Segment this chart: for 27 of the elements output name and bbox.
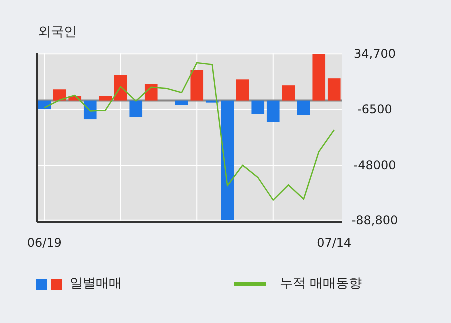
bar bbox=[130, 100, 143, 118]
bar bbox=[328, 78, 341, 101]
bar bbox=[144, 84, 158, 101]
bar bbox=[84, 100, 97, 120]
bar bbox=[53, 90, 66, 101]
y-tick-label: -6500 bbox=[358, 102, 392, 117]
bar bbox=[175, 100, 188, 106]
chart-title: 외국인 bbox=[38, 25, 77, 40]
bar bbox=[221, 100, 234, 220]
y-tick-label: -88,800 bbox=[352, 213, 398, 228]
bar bbox=[99, 96, 112, 101]
bar bbox=[297, 100, 310, 116]
bar bbox=[282, 86, 296, 101]
bar bbox=[266, 100, 280, 122]
bar bbox=[114, 75, 128, 101]
bar bbox=[252, 100, 265, 114]
x-tick-label: 06/19 bbox=[27, 236, 62, 250]
bar bbox=[236, 80, 250, 101]
line-series bbox=[44, 62, 336, 201]
legend-label: 누적 매매동향 bbox=[280, 276, 362, 292]
y-tick-label: 34,700 bbox=[354, 47, 396, 62]
bar bbox=[38, 100, 52, 110]
x-tick-label: 07/14 bbox=[317, 236, 352, 250]
y-tick-label: -48000 bbox=[354, 158, 396, 172]
bar bbox=[312, 54, 326, 101]
legend-label: 일별매매 bbox=[70, 276, 122, 292]
bar bbox=[190, 70, 204, 101]
